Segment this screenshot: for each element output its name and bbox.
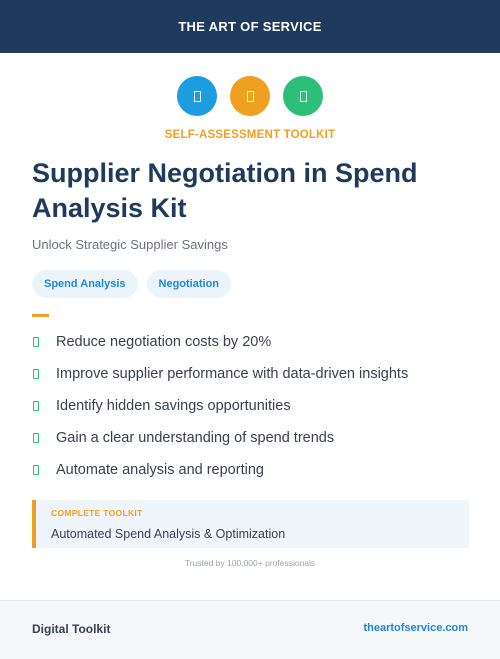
- benefit-item: Identify hidden savings opportunities: [32, 396, 408, 416]
- benefit-item: Automate analysis and reporting: [32, 460, 408, 480]
- tag-negotiation: Negotiation: [146, 270, 232, 298]
- benefit-text: Reduce negotiation costs by 20%: [56, 334, 272, 350]
- benefit-list: Reduce negotiation costs by 20% Improve …: [32, 332, 408, 492]
- benefit-item: Reduce negotiation costs by 20%: [32, 332, 408, 352]
- footer-label: Digital Toolkit: [32, 622, 111, 636]
- subtitle: Unlock Strategic Supplier Savings: [32, 237, 228, 252]
- benefit-item: Gain a clear understanding of spend tren…: [32, 428, 408, 448]
- header-bar: THE ART OF SERVICE: [0, 0, 500, 53]
- accent-divider: [32, 314, 49, 317]
- tag-list: Spend Analysis Negotiation: [32, 270, 232, 298]
- check-icon: [33, 369, 39, 379]
- footer-bar: Digital Toolkit theartofservice.com: [0, 600, 500, 659]
- benefit-text: Identify hidden savings opportunities: [56, 398, 291, 414]
- document-icon: [246, 90, 254, 102]
- kicker-label: SELF-ASSESSMENT TOOLKIT: [164, 129, 336, 141]
- document-icon: [299, 90, 307, 102]
- check-icon: [33, 337, 39, 347]
- check-icon: [33, 433, 39, 443]
- trusted-note: Trusted by 100,000+ professionals: [184, 558, 316, 568]
- tag-spend-analysis: Spend Analysis: [32, 270, 138, 298]
- orange-circle-badge: [230, 76, 270, 116]
- brand-name: THE ART OF SERVICE: [178, 19, 322, 34]
- benefit-text: Gain a clear understanding of spend tren…: [56, 430, 335, 446]
- benefit-text: Improve supplier performance with data-d…: [56, 366, 409, 382]
- benefit-text: Automate analysis and reporting: [56, 462, 264, 478]
- check-icon: [33, 401, 39, 411]
- callout-text: Automated Spend Analysis & Optimization: [51, 527, 286, 541]
- blue-circle-badge: [177, 76, 217, 116]
- website-link[interactable]: theartofservice.com: [363, 622, 468, 634]
- green-circle-badge: [283, 76, 323, 116]
- icon-row: [0, 76, 500, 116]
- callout-label: COMPLETE TOOLKIT: [51, 508, 143, 518]
- check-icon: [33, 465, 39, 475]
- document-icon: [193, 90, 201, 102]
- benefit-item: Improve supplier performance with data-d…: [32, 364, 408, 384]
- page-title: Supplier Negotiation in Spend Analysis K…: [32, 158, 418, 223]
- toolkit-callout: COMPLETE TOOLKIT Automated Spend Analysi…: [32, 500, 469, 548]
